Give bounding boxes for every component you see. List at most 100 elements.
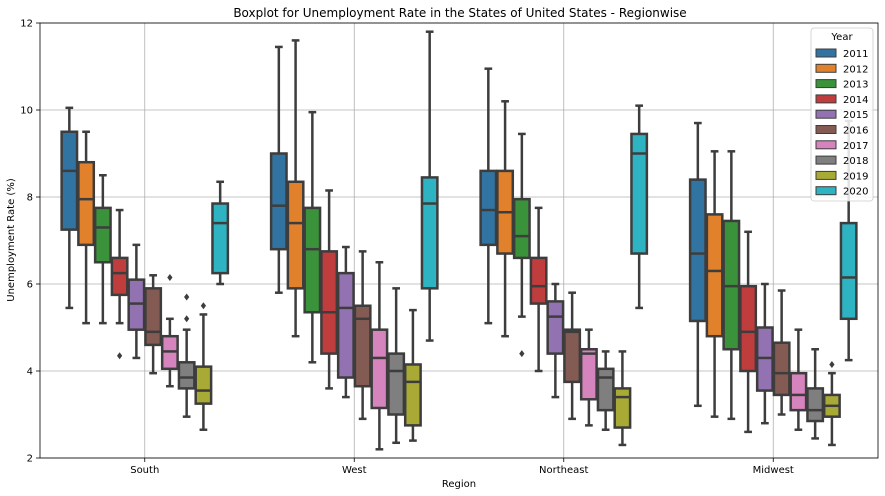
box-2013-northeast — [512, 132, 531, 358]
box-2011-northeast — [479, 67, 498, 325]
box-2019-midwest — [822, 360, 841, 447]
outlier-point — [200, 302, 207, 310]
x-axis-ticks: South West Northeast Midwest — [130, 458, 794, 476]
box-2016-south — [144, 274, 163, 375]
box-iqr — [144, 287, 163, 347]
box-2012-midwest — [705, 150, 724, 418]
outlier-point — [184, 293, 190, 301]
legend-swatch-2018 — [815, 155, 837, 165]
box-iqr — [789, 371, 808, 412]
box-iqr — [688, 178, 707, 323]
box-iqr — [563, 328, 582, 384]
legend-title: Year — [830, 32, 853, 43]
box-2014-northeast — [529, 206, 548, 373]
outlier-point — [184, 315, 190, 323]
series-2016 — [144, 250, 791, 421]
plot-area — [40, 23, 878, 458]
box-2017-west — [370, 261, 389, 451]
box-iqr — [613, 387, 632, 429]
box-iqr — [211, 202, 230, 275]
box-2011-south — [60, 106, 79, 310]
box-iqr — [739, 284, 758, 373]
box-iqr — [370, 328, 389, 410]
legend-label-2015: 2015 — [843, 110, 868, 121]
box-2016-midwest — [772, 289, 791, 416]
box-2016-west — [353, 250, 372, 421]
legend-label-2017: 2017 — [843, 141, 868, 152]
box-2020-west — [420, 30, 439, 342]
box-series — [60, 30, 858, 451]
box-2013-midwest — [722, 150, 741, 421]
y-tick-label: 4 — [27, 367, 33, 378]
box-2019-northeast — [613, 350, 632, 447]
outlier-point — [167, 273, 173, 281]
box-iqr — [60, 130, 79, 231]
box-iqr — [512, 197, 531, 260]
legend-label-2011: 2011 — [843, 49, 868, 60]
box-iqr — [596, 367, 615, 412]
legend-swatch-2012 — [815, 63, 837, 73]
box-iqr — [177, 361, 196, 390]
box-2017-northeast — [579, 328, 598, 427]
legend-label-2016: 2016 — [843, 126, 868, 137]
box-iqr — [546, 300, 565, 355]
series-2014 — [110, 189, 758, 434]
box-iqr — [93, 206, 112, 264]
legend-label-2012: 2012 — [843, 64, 868, 75]
box-iqr — [353, 304, 372, 388]
legend-label-2014: 2014 — [843, 95, 868, 106]
legend-swatch-2016 — [815, 125, 837, 134]
legend-label-2018: 2018 — [843, 156, 868, 167]
legend-swatch-2019 — [815, 170, 837, 180]
outlier-point — [519, 350, 525, 358]
box-2018-west — [387, 287, 406, 445]
box-iqr — [420, 176, 439, 290]
box-iqr — [579, 348, 598, 401]
y-tick-label: 8 — [27, 193, 33, 204]
box-2020-northeast — [630, 104, 649, 310]
box-2015-west — [336, 245, 355, 399]
x-tick-label: South — [130, 465, 159, 476]
series-2015 — [127, 243, 774, 425]
box-2016-northeast — [563, 291, 582, 421]
y-tick-label: 12 — [20, 19, 33, 30]
legend-label-2013: 2013 — [843, 80, 868, 91]
box-iqr — [806, 387, 825, 423]
box-2018-south — [177, 293, 196, 418]
box-iqr — [269, 152, 288, 251]
outlier-point — [116, 352, 123, 360]
series-2017 — [160, 261, 808, 451]
box-iqr — [479, 169, 498, 247]
x-tick-label: Midwest — [753, 465, 794, 476]
legend: Year 2011 2012 2013 2014 2015 2016 2017 2018 2019… — [810, 27, 874, 202]
legend-swatch-2015 — [815, 109, 837, 119]
box-2019-south — [194, 302, 213, 431]
legend-swatch-2013 — [815, 79, 837, 89]
box-iqr — [194, 365, 213, 405]
y-tick-label: 6 — [27, 280, 33, 291]
box-2011-midwest — [688, 121, 707, 408]
box-iqr — [705, 213, 724, 338]
box-iqr — [110, 256, 129, 297]
box-iqr — [403, 363, 422, 427]
box-2015-midwest — [755, 282, 774, 425]
box-iqr — [320, 250, 339, 355]
box-2019-west — [403, 308, 422, 442]
legend-swatch-2017 — [815, 140, 837, 150]
y-axis-ticks: 2 4 6 8 10 12 — [20, 19, 40, 465]
x-tick-label: West — [342, 465, 367, 476]
box-2012-northeast — [496, 100, 515, 338]
box-iqr — [529, 256, 548, 305]
box-iqr — [630, 132, 649, 255]
box-iqr — [336, 271, 355, 379]
legend-label-2020: 2020 — [843, 187, 868, 198]
x-axis-label: Region — [442, 479, 476, 490]
plot-frame — [39, 22, 879, 459]
series-2013 — [93, 110, 741, 421]
box-2013-south — [93, 174, 112, 325]
y-tick-label: 2 — [27, 454, 33, 465]
box-iqr — [839, 221, 858, 321]
series-2012 — [77, 39, 724, 418]
legend-swatch-2011 — [815, 48, 837, 58]
